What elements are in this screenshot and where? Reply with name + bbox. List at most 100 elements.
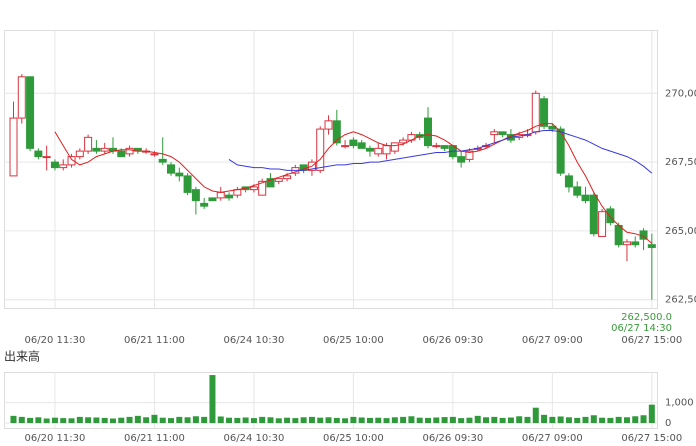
y-tick-label: 0: [665, 418, 671, 429]
candle-body: [432, 145, 441, 148]
volume-bar: [308, 416, 315, 423]
candle-body: [183, 175, 192, 193]
x-tick-label: 06/20 11:30: [25, 335, 86, 346]
candle-body: [647, 244, 656, 248]
volume-bar: [27, 417, 34, 423]
candle-body: [258, 180, 267, 196]
volume-title: 出来高: [4, 349, 40, 364]
candle-body: [324, 120, 333, 130]
volume-bar: [483, 417, 490, 423]
x-tick-label: 06/27 09:00: [522, 335, 583, 346]
volume-bar: [76, 416, 83, 423]
volume-bar: [209, 375, 216, 423]
volume-bar: [300, 417, 307, 423]
volume-bar: [449, 416, 456, 423]
volume-bar: [516, 416, 523, 423]
candle-body: [283, 175, 292, 180]
volume-bar: [250, 418, 257, 423]
volume-bar: [615, 416, 622, 423]
candle-body: [556, 128, 565, 174]
volume-bar: [192, 416, 199, 423]
candle-body: [598, 211, 607, 237]
candle-body: [175, 172, 184, 177]
volume-bar: [217, 416, 224, 423]
volume-bar: [325, 417, 332, 423]
volume-bar: [201, 416, 208, 423]
x-tick-label: 06/24 10:30: [223, 433, 284, 444]
candle-body: [50, 161, 59, 169]
candle-body: [365, 147, 374, 152]
volume-bar: [433, 417, 440, 423]
moving-average-line: [54, 123, 653, 244]
candle-body: [274, 178, 283, 182]
x-tick-label: 06/25 10:00: [323, 433, 384, 444]
volume-bar: [648, 404, 655, 423]
candle-body: [225, 194, 234, 199]
candle-body: [424, 117, 432, 147]
candle-body: [92, 147, 101, 152]
volume-bar: [35, 417, 42, 423]
volume-bar: [43, 418, 50, 423]
candle-body: [498, 131, 507, 136]
volume-bar: [93, 417, 100, 423]
volume-bar: [632, 416, 639, 423]
candle-body: [316, 128, 325, 171]
moving-average-line: [228, 130, 653, 174]
y-tick-label: 270,00: [665, 88, 696, 99]
candle-body: [17, 76, 26, 119]
volume-bar: [176, 416, 183, 423]
candle-body: [266, 178, 275, 188]
candle-body: [75, 150, 84, 158]
volume-bar: [51, 417, 58, 423]
volume-bar: [623, 417, 630, 423]
volume-bar: [101, 417, 108, 423]
x-tick-label: 06/26 09:30: [422, 335, 483, 346]
candle-body: [67, 156, 76, 166]
volume-bar: [557, 416, 564, 423]
volume-bar: [259, 416, 266, 423]
x-tick-label: 06/24 10:30: [223, 335, 284, 346]
candle-body: [208, 197, 217, 202]
volume-bar: [358, 417, 365, 423]
volume-bar: [10, 415, 17, 423]
candle-body: [382, 145, 391, 155]
x-tick-label: 06/25 10:00: [323, 335, 384, 346]
candle-body: [216, 191, 225, 199]
candle-body: [200, 202, 209, 207]
x-tick-label: 06/27 15:00: [621, 433, 682, 444]
volume-bar: [391, 417, 398, 423]
volume-bar: [366, 417, 373, 423]
candle-body: [26, 76, 35, 149]
y-tick-label: 267,50: [665, 157, 696, 168]
volume-panel: [4, 372, 658, 429]
candle-body: [125, 147, 134, 155]
candle-body: [399, 139, 408, 144]
volume-bar: [499, 417, 506, 423]
volume-bar: [383, 418, 390, 423]
candle-body: [34, 150, 43, 158]
volume-bar: [532, 407, 539, 423]
x-tick-label: 06/26 09:30: [422, 433, 483, 444]
volume-bar: [234, 417, 241, 423]
volume-bar: [317, 417, 324, 423]
volume-bar: [491, 416, 498, 423]
x-tick-label: 06/21 11:00: [124, 433, 185, 444]
candle-body: [150, 153, 159, 156]
volume-bar: [333, 417, 340, 423]
volume-bar: [640, 415, 647, 423]
volume-bar: [474, 415, 481, 423]
volume-bar: [60, 418, 67, 423]
candle-body: [490, 131, 499, 136]
volume-bar: [118, 417, 125, 423]
volume-bar: [168, 418, 175, 423]
candle-body: [390, 142, 399, 152]
candle-body: [540, 98, 549, 127]
candle-body: [59, 164, 68, 169]
candle-body: [84, 136, 93, 152]
candle-body: [191, 189, 200, 202]
volume-bar: [375, 417, 382, 423]
volume-bar: [159, 417, 166, 423]
x-tick-label: 06/21 11:00: [124, 335, 185, 346]
low-time-label: 06/27 14:30: [611, 323, 672, 334]
volume-bar: [574, 417, 581, 423]
